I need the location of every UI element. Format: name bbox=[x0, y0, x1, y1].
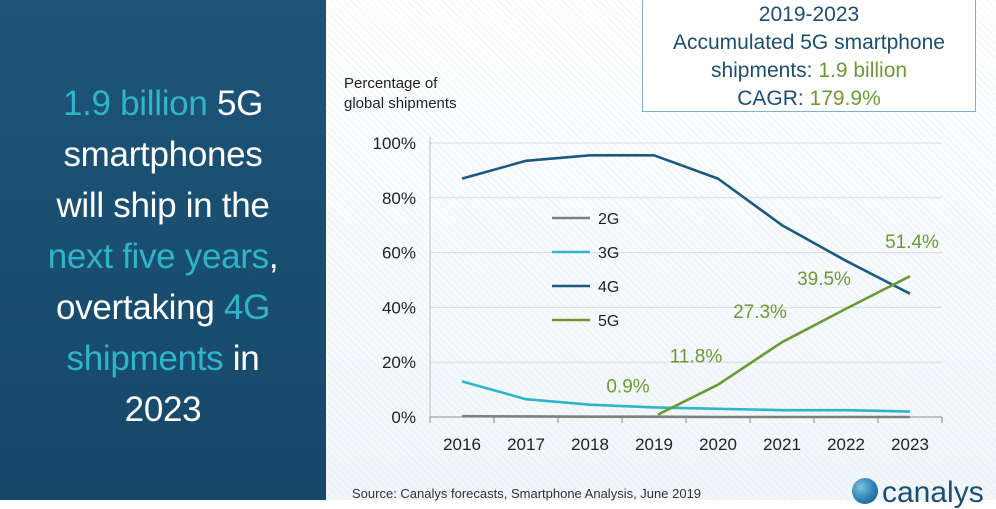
headline-highlight: 1.9 billion bbox=[62, 84, 208, 123]
series-line-4g bbox=[461, 154, 911, 295]
line-chart: Percentage of global shipments 0% 20% 40% 60%… bbox=[344, 75, 943, 454]
headline-text: smartphones bbox=[63, 135, 263, 174]
data-label: 27.3% bbox=[733, 302, 787, 323]
y-tick-label: 0% bbox=[391, 408, 416, 427]
y-tick-label: 80% bbox=[382, 189, 416, 208]
headline-text: 2023 bbox=[124, 390, 202, 429]
callout-label: shipments: bbox=[710, 59, 819, 82]
x-tick-label: 2022 bbox=[827, 435, 865, 454]
headline-text: 5G bbox=[207, 84, 264, 123]
y-axis-title: global shipments bbox=[344, 95, 457, 112]
legend-label: 5G bbox=[598, 313, 619, 330]
left-panel: 1.9 billion 5G smartphones will ship in … bbox=[0, 0, 326, 500]
y-tick-label: 40% bbox=[382, 298, 416, 317]
series-line-2g bbox=[461, 414, 910, 419]
data-label: 11.8% bbox=[670, 347, 723, 368]
callout-label: CAGR: bbox=[737, 87, 810, 110]
headline-highlight: shipments bbox=[66, 339, 224, 378]
logo-icon bbox=[852, 478, 878, 504]
logo-text: canalys bbox=[882, 476, 984, 509]
data-label: 0.9% bbox=[606, 377, 649, 398]
callout-value: 1.9 billion bbox=[818, 59, 908, 82]
callout-box: 2019-2023 Accumulated 5G smartphone ship… bbox=[642, 0, 976, 112]
x-tick-label: 2019 bbox=[635, 435, 673, 454]
headline-text: in bbox=[223, 339, 260, 378]
y-axis-title: Percentage of bbox=[344, 75, 438, 92]
callout-title: Accumulated 5G smartphone bbox=[673, 31, 945, 54]
x-tick-label: 2018 bbox=[571, 435, 609, 454]
legend-label: 2G bbox=[598, 211, 619, 228]
callout-period: 2019-2023 bbox=[758, 3, 860, 26]
x-tick-label: 2020 bbox=[699, 435, 737, 454]
y-tick-label: 100% bbox=[373, 134, 416, 153]
legend-label: 4G bbox=[598, 279, 619, 296]
data-label: 39.5% bbox=[797, 269, 851, 290]
headline-text: overtaking bbox=[56, 288, 224, 327]
canalys-logo: canalys bbox=[852, 478, 984, 508]
x-tick-label: 2017 bbox=[507, 435, 545, 454]
headline-highlight: 4G bbox=[223, 288, 270, 327]
x-tick-label: 2021 bbox=[763, 435, 801, 454]
headline-highlight: next five years bbox=[47, 237, 269, 276]
headline-text: will ship in the bbox=[56, 186, 270, 225]
data-label: 51.4% bbox=[885, 232, 939, 253]
source-note: Source: Canalys forecasts, Smartphone An… bbox=[352, 486, 702, 501]
headline-text: , bbox=[268, 237, 279, 276]
series-line-5g bbox=[657, 275, 911, 416]
y-tick-label: 20% bbox=[382, 353, 416, 372]
series-line-3g bbox=[461, 380, 911, 413]
callout-value: 179.9% bbox=[809, 87, 881, 110]
headline: 1.9 billion 5G smartphones will ship in … bbox=[10, 78, 316, 435]
legend-label: 3G bbox=[598, 245, 619, 262]
x-tick-label: 2016 bbox=[443, 435, 481, 454]
x-tick-label: 2023 bbox=[891, 435, 929, 454]
y-tick-label: 60% bbox=[382, 244, 416, 263]
